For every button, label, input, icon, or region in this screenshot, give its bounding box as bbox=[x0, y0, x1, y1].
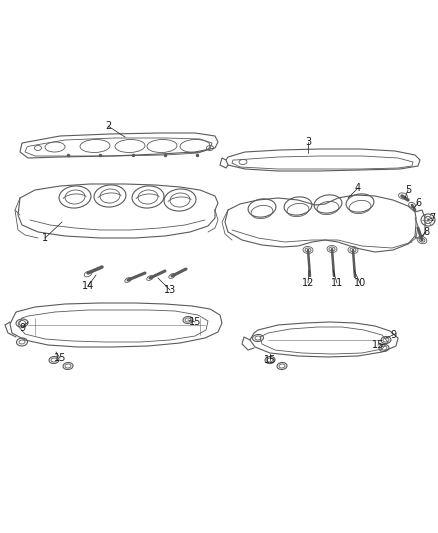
Text: 15: 15 bbox=[54, 353, 66, 363]
Text: 10: 10 bbox=[354, 278, 366, 288]
Text: 2: 2 bbox=[105, 121, 111, 131]
Text: 9: 9 bbox=[390, 330, 396, 340]
Text: 6: 6 bbox=[415, 198, 421, 208]
Text: 11: 11 bbox=[331, 278, 343, 288]
Text: 4: 4 bbox=[355, 183, 361, 193]
Text: 15: 15 bbox=[372, 340, 384, 350]
Text: 15: 15 bbox=[189, 317, 201, 327]
Text: 12: 12 bbox=[302, 278, 314, 288]
Text: 8: 8 bbox=[423, 227, 429, 237]
Text: 9: 9 bbox=[19, 323, 25, 333]
Text: 3: 3 bbox=[305, 137, 311, 147]
Text: 14: 14 bbox=[82, 281, 94, 291]
Text: 1: 1 bbox=[42, 233, 48, 243]
Text: 7: 7 bbox=[429, 213, 435, 223]
Text: 15: 15 bbox=[264, 355, 276, 365]
Text: 13: 13 bbox=[164, 285, 176, 295]
Text: 5: 5 bbox=[405, 185, 411, 195]
